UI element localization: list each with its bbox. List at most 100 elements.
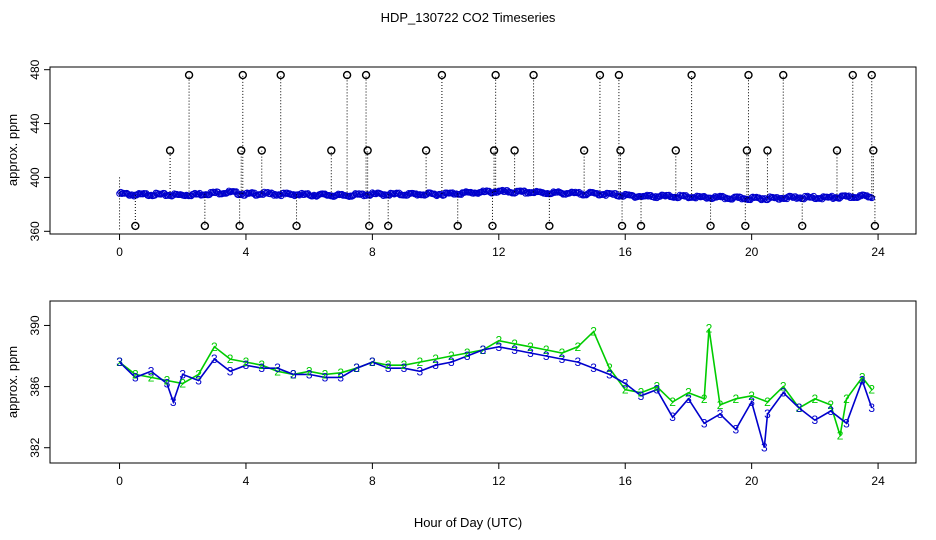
baseline-point bbox=[478, 188, 486, 196]
series-2-point-label: 2 bbox=[653, 380, 660, 394]
excursion-point bbox=[237, 146, 246, 155]
excursion-point bbox=[383, 221, 393, 231]
series-3-point-label: 3 bbox=[764, 407, 771, 421]
excursion-point bbox=[614, 70, 624, 80]
excursion-point bbox=[867, 70, 876, 80]
excursion-point bbox=[545, 221, 554, 231]
excursion-point bbox=[763, 146, 772, 155]
excursion-point bbox=[165, 146, 175, 155]
baseline-point bbox=[243, 189, 251, 197]
baseline-point bbox=[280, 189, 287, 197]
baseline-point bbox=[868, 194, 876, 202]
series-3-point-label: 3 bbox=[243, 358, 250, 372]
excursion-point bbox=[671, 146, 680, 155]
series-3-point-label: 3 bbox=[559, 352, 566, 366]
series-2-point-label: 2 bbox=[559, 346, 566, 360]
series-2-point-label: 2 bbox=[733, 392, 740, 406]
series-2-point-label: 2 bbox=[432, 352, 439, 366]
series-3-point-label: 3 bbox=[827, 404, 834, 418]
series-2-point-label: 2 bbox=[543, 343, 550, 357]
baseline-point bbox=[711, 193, 719, 200]
series-2-point-label: 2 bbox=[638, 386, 645, 400]
baseline-point bbox=[354, 191, 362, 198]
series-2-point-label: 2 bbox=[369, 355, 376, 369]
excursion-point bbox=[510, 146, 519, 155]
baseline-point bbox=[531, 188, 539, 196]
baseline-point bbox=[680, 191, 687, 199]
excursion-point bbox=[200, 221, 210, 231]
bottom-x-tick-label: 20 bbox=[745, 474, 759, 488]
excursion-point bbox=[131, 221, 140, 231]
excursion-point bbox=[276, 70, 285, 80]
series-2-point-label: 2 bbox=[868, 383, 875, 397]
bottom-y-tick-label: 390 bbox=[28, 315, 42, 335]
baseline-point bbox=[522, 190, 529, 197]
baseline-point bbox=[482, 188, 489, 195]
series-2-point-label: 2 bbox=[706, 322, 713, 336]
series-3-point-label: 3 bbox=[290, 367, 297, 381]
series-2-point-label: 2 bbox=[495, 334, 502, 348]
bottom-x-tick-label: 8 bbox=[369, 474, 376, 488]
baseline-point bbox=[753, 193, 760, 201]
series-2-point-label: 2 bbox=[164, 373, 171, 387]
baseline-point bbox=[570, 189, 578, 197]
baseline-point bbox=[710, 194, 718, 202]
series-2-point-label: 2 bbox=[859, 370, 866, 384]
excursion-point bbox=[292, 221, 301, 231]
excursion-point bbox=[327, 146, 336, 155]
excursion-point bbox=[421, 146, 431, 155]
series-2-point-label: 2 bbox=[701, 392, 708, 406]
series-2-point-label: 2 bbox=[764, 395, 771, 409]
series-3-point-label: 3 bbox=[669, 410, 676, 424]
series-3-point-label: 3 bbox=[211, 352, 218, 366]
excursion-point bbox=[869, 146, 878, 155]
baseline-point bbox=[717, 193, 725, 201]
excursion-point bbox=[832, 146, 842, 155]
excursion-point bbox=[491, 70, 500, 80]
excursion-point bbox=[342, 70, 352, 80]
series-3-point-label: 3 bbox=[701, 416, 708, 430]
series-2-point-label: 2 bbox=[796, 401, 803, 415]
excursion-point bbox=[235, 221, 244, 231]
baseline-point bbox=[134, 190, 142, 198]
baseline-point bbox=[363, 192, 370, 199]
excursion-point bbox=[257, 146, 266, 155]
series-2-point-label: 2 bbox=[464, 346, 471, 360]
baseline-point bbox=[524, 190, 532, 197]
baseline-point bbox=[507, 189, 515, 196]
excursion-point bbox=[361, 70, 371, 80]
baseline-point bbox=[651, 194, 658, 201]
series-3-point-label: 3 bbox=[258, 361, 265, 375]
excursion-point bbox=[488, 221, 497, 231]
baseline-point bbox=[734, 194, 742, 202]
series-2-point-label: 2 bbox=[606, 361, 613, 375]
series-2-point-label: 2 bbox=[306, 364, 313, 378]
figure-title: HDP_130722 CO2 Timeseries bbox=[381, 10, 556, 25]
excursion-point bbox=[453, 221, 462, 231]
excursion-point bbox=[848, 70, 857, 80]
series-2-point-label: 2 bbox=[622, 383, 629, 397]
bottom-x-tick-label: 12 bbox=[492, 474, 506, 488]
series-2-point-label: 2 bbox=[837, 428, 844, 442]
series-3-point-label: 3 bbox=[527, 346, 534, 360]
series-3-point-label: 3 bbox=[401, 361, 408, 375]
series-2-point-label: 2 bbox=[416, 355, 423, 369]
series-2-point-label: 2 bbox=[258, 358, 265, 372]
series-3-point-label: 3 bbox=[761, 441, 768, 455]
excursion-point bbox=[489, 146, 499, 155]
series-2-point-label: 2 bbox=[132, 367, 139, 381]
top-x-tick-label: 24 bbox=[871, 245, 885, 259]
series-3-point-label: 3 bbox=[717, 407, 724, 421]
series-3-point-label: 3 bbox=[448, 355, 455, 369]
series-2-point-label: 2 bbox=[179, 377, 186, 391]
baseline-point bbox=[756, 195, 764, 203]
series-3-point-label: 3 bbox=[543, 349, 550, 363]
series-3-point-label: 3 bbox=[170, 395, 177, 409]
excursion-point bbox=[579, 146, 589, 155]
series-3-point-label: 3 bbox=[859, 373, 866, 387]
series-2-point-label: 2 bbox=[574, 340, 581, 354]
bottom-y-tick-label: 382 bbox=[28, 437, 42, 457]
baseline-point bbox=[309, 192, 317, 200]
series-3-point-label: 3 bbox=[227, 364, 234, 378]
